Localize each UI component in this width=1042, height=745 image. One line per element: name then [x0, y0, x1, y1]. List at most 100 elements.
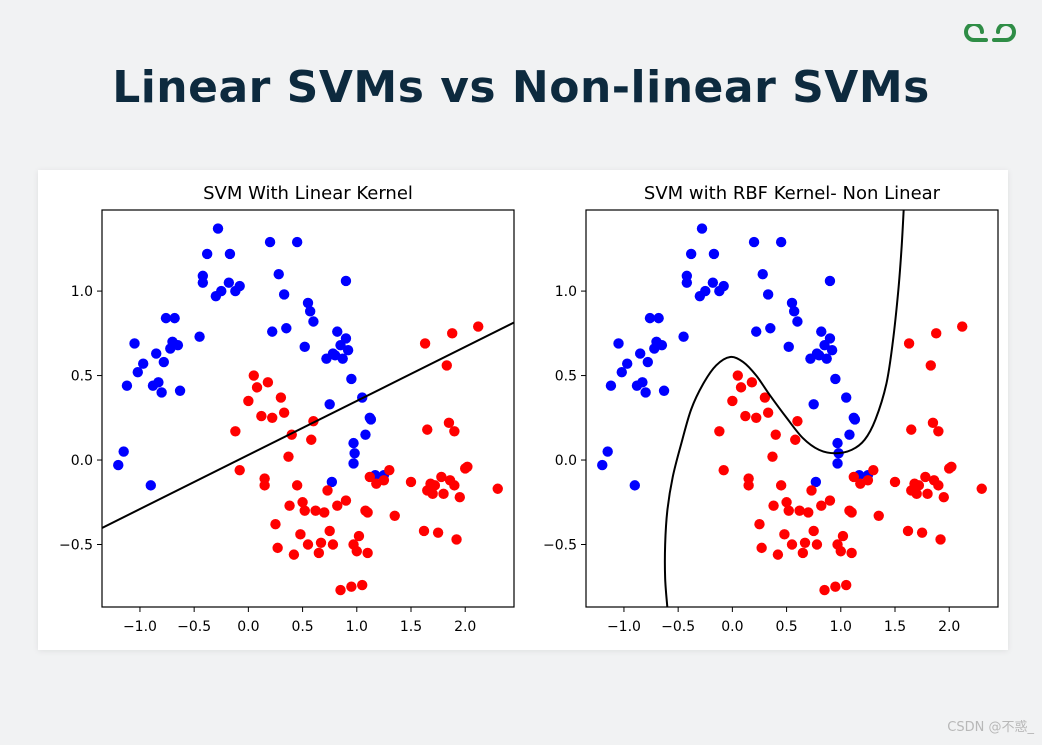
scatter-point [810, 476, 822, 488]
scatter-point [824, 333, 836, 344]
scatter-point [718, 464, 729, 476]
scatter-point [302, 539, 314, 550]
scatter-point [605, 380, 617, 391]
scatter-point [816, 326, 827, 337]
scatter-point [957, 321, 968, 332]
scatter-point [920, 471, 931, 483]
scatter-point [454, 491, 465, 503]
scatter-point [346, 373, 357, 385]
scatter-point [656, 339, 668, 351]
scatter-point [267, 412, 278, 423]
scatter-point [432, 527, 444, 538]
scatter-point [360, 429, 371, 440]
scatter-point [696, 223, 708, 234]
scatter-point [248, 370, 259, 381]
scatter-point [295, 529, 306, 540]
x-tick-label: 0.0 [237, 619, 259, 635]
scatter-point [201, 248, 213, 260]
x-tick-label: 1.0 [830, 619, 852, 635]
scatter-point [746, 377, 758, 388]
series-class-1 [714, 321, 987, 596]
scatter-point [844, 429, 855, 440]
scatter-point [727, 395, 738, 407]
scatter-point [779, 529, 790, 540]
scatter-point [767, 451, 778, 462]
scatter-point [640, 387, 651, 398]
scatter-point [441, 360, 452, 371]
scatter-point [473, 321, 484, 332]
scatter-point [197, 277, 209, 288]
scatter-point [427, 488, 438, 500]
scatter-point [284, 500, 295, 511]
scatter-point [351, 546, 362, 557]
x-tick-label: 2.0 [454, 619, 476, 635]
scatter-point [272, 542, 283, 554]
scatter-point [322, 485, 333, 496]
scatter-point [830, 581, 841, 592]
scatter-point [332, 500, 343, 511]
scatter-point [308, 316, 319, 327]
scatter-point [436, 471, 447, 483]
scatter-point [223, 277, 235, 288]
scatter-point [678, 331, 689, 342]
scatter-point [365, 414, 377, 425]
plot-frame [101, 209, 515, 608]
scatter-point [230, 426, 241, 437]
plot-frame [585, 209, 999, 608]
scatter-point [622, 358, 633, 369]
scatter-point [783, 505, 794, 516]
x-tick-label: 1.5 [884, 619, 906, 635]
scatter-point [597, 459, 608, 471]
scatter-point [832, 437, 843, 449]
scatter-point [873, 510, 884, 521]
scatter-point [933, 426, 944, 437]
scatter-point [224, 248, 236, 260]
scatter-point [278, 407, 290, 418]
scatter-point [616, 366, 627, 378]
scatter-point [849, 414, 861, 425]
scatter-point [925, 360, 936, 371]
chart-title: SVM With Linear Kernel [203, 183, 413, 204]
scatter-point [685, 248, 697, 260]
scatter-point [799, 537, 811, 549]
scatter-point [765, 323, 776, 334]
scatter-point [418, 525, 430, 537]
scatter-point [708, 248, 720, 260]
logo-icon [964, 24, 1016, 42]
scatter-point [340, 275, 352, 287]
scatter-point [172, 339, 184, 351]
scatter-point [264, 236, 276, 248]
scatter-point [291, 480, 303, 491]
scatter-point [281, 323, 292, 334]
scatter-point [310, 505, 321, 516]
scatter-point [492, 483, 503, 494]
scatter-point [449, 426, 460, 437]
scatter-point [324, 525, 335, 537]
scatter-point [792, 415, 803, 427]
scatter-point [389, 510, 400, 521]
chart-title: SVM with RBF Kernel- Non Linear [644, 183, 941, 204]
x-tick-label: 2.0 [938, 619, 960, 635]
scatter-point [327, 539, 339, 550]
scatter-point [846, 547, 857, 559]
scatter-point [700, 285, 711, 297]
scatter-point [234, 280, 245, 292]
scatter-point [931, 328, 942, 339]
brand-logo [964, 24, 1016, 42]
scatter-point [808, 525, 819, 537]
scatter-point [304, 306, 316, 317]
y-tick-label: 0.5 [555, 369, 577, 385]
series-class-0 [113, 223, 390, 491]
scatter-point [342, 345, 354, 356]
scatter-point [743, 473, 754, 484]
scatter-point [938, 491, 949, 503]
scatter-point [121, 380, 133, 391]
scatter-point [405, 476, 417, 488]
scatter-point [824, 275, 836, 287]
scatter-point [234, 464, 245, 476]
scatter-point [346, 581, 357, 592]
scatter-point [332, 326, 343, 337]
scatter-point [889, 476, 901, 488]
x-tick-label: 0.5 [291, 619, 313, 635]
scatter-point [816, 500, 827, 511]
